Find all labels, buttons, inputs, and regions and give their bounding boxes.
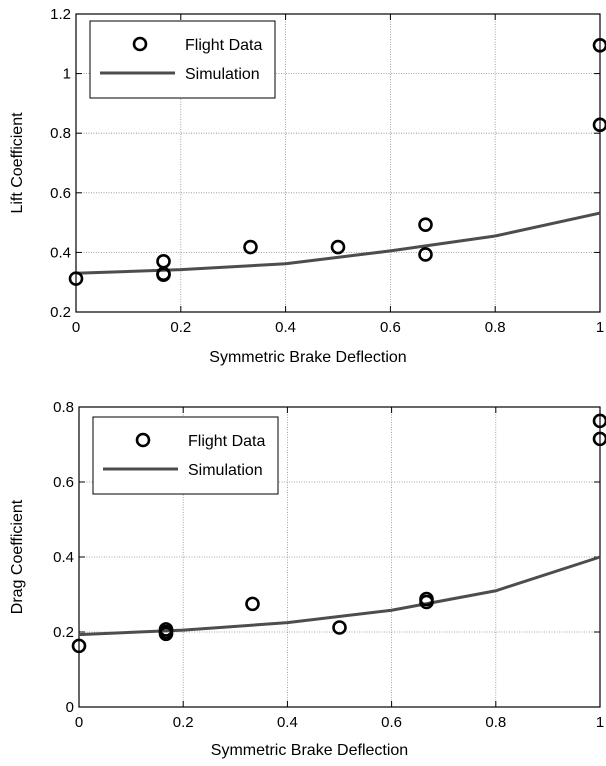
x-tick-label: 0.6 bbox=[381, 714, 402, 731]
x-tick-label: 0 bbox=[75, 714, 83, 731]
y-axis-label: Lift Coefficient bbox=[9, 112, 26, 214]
data-point bbox=[245, 596, 260, 612]
data-point bbox=[418, 247, 433, 262]
x-tick-label: 0.2 bbox=[170, 319, 191, 336]
y-tick-label: 0.2 bbox=[50, 304, 71, 321]
axes-box bbox=[75, 13, 601, 313]
data-point bbox=[419, 594, 434, 610]
y-tick-label: 0.4 bbox=[50, 244, 71, 261]
data-point bbox=[71, 638, 87, 654]
legend-box bbox=[89, 20, 276, 99]
data-point bbox=[243, 239, 258, 255]
data-point bbox=[592, 431, 606, 447]
x-tick-label: 0.4 bbox=[275, 319, 296, 336]
legend-marker-flight-data bbox=[135, 432, 151, 448]
data-point bbox=[592, 37, 606, 53]
y-tick-label: 0 bbox=[66, 699, 74, 716]
legend: Flight Data Simulation bbox=[92, 416, 279, 495]
series-flight-data bbox=[71, 413, 606, 654]
legend-box bbox=[92, 416, 279, 495]
x-axis-label: Symmetric Brake Deflection bbox=[211, 742, 408, 759]
legend-label-simulation: Simulation bbox=[188, 462, 263, 479]
chart-panel-2: 0 0.2 0.4 0.6 0.8 1 0 0.2 0.4 0.6 0.8 Symmetric Bra… bbox=[9, 399, 606, 759]
legend-marker-flight-data bbox=[132, 36, 148, 52]
legend-label-flight-data: Flight Data bbox=[188, 433, 265, 450]
data-point bbox=[156, 267, 171, 283]
data-point bbox=[418, 217, 433, 232]
y-tick-label: 0.6 bbox=[53, 474, 74, 491]
data-point bbox=[592, 413, 606, 429]
y-tick-label: 0.2 bbox=[53, 624, 74, 641]
data-point bbox=[68, 271, 84, 286]
x-tick-label: 0 bbox=[72, 319, 80, 336]
data-point bbox=[332, 620, 347, 635]
legend-label-flight-data: Flight Data bbox=[185, 37, 262, 54]
y-tick-label: 1.2 bbox=[50, 6, 71, 23]
x-tick-label: 1 bbox=[596, 319, 604, 336]
x-tick-label: 0.8 bbox=[485, 319, 506, 336]
y-tick-label: 0.8 bbox=[50, 125, 71, 142]
y-tick-label: 0.8 bbox=[53, 399, 74, 416]
legend: Flight Data Simulation bbox=[89, 20, 276, 99]
x-tick-label: 0.6 bbox=[380, 319, 401, 336]
data-point bbox=[330, 239, 346, 255]
x-tick-label: 0.8 bbox=[485, 714, 506, 731]
y-tick-label: 0.4 bbox=[53, 549, 74, 566]
series-line-simulation bbox=[75, 211, 601, 275]
x-tick-label: 0.2 bbox=[173, 714, 194, 731]
data-point bbox=[158, 626, 174, 642]
x-tick-label: 1 bbox=[596, 714, 604, 731]
y-tick-label: 1 bbox=[63, 66, 71, 83]
x-axis-label: Symmetric Brake Deflection bbox=[209, 349, 406, 366]
data-point bbox=[592, 117, 606, 133]
series-line-simulation bbox=[78, 555, 601, 637]
y-axis-label: Drag Coefficient bbox=[9, 499, 26, 614]
chart-panel-1: 0 0.2 0.4 0.6 0.8 10.20.40.60.811.2Symmetric … bbox=[9, 6, 606, 366]
y-tick-label: 0.6 bbox=[50, 185, 71, 202]
series-flight-data bbox=[68, 37, 606, 286]
x-tick-label: 0.4 bbox=[277, 714, 298, 731]
legend-label-simulation: Simulation bbox=[185, 66, 260, 83]
